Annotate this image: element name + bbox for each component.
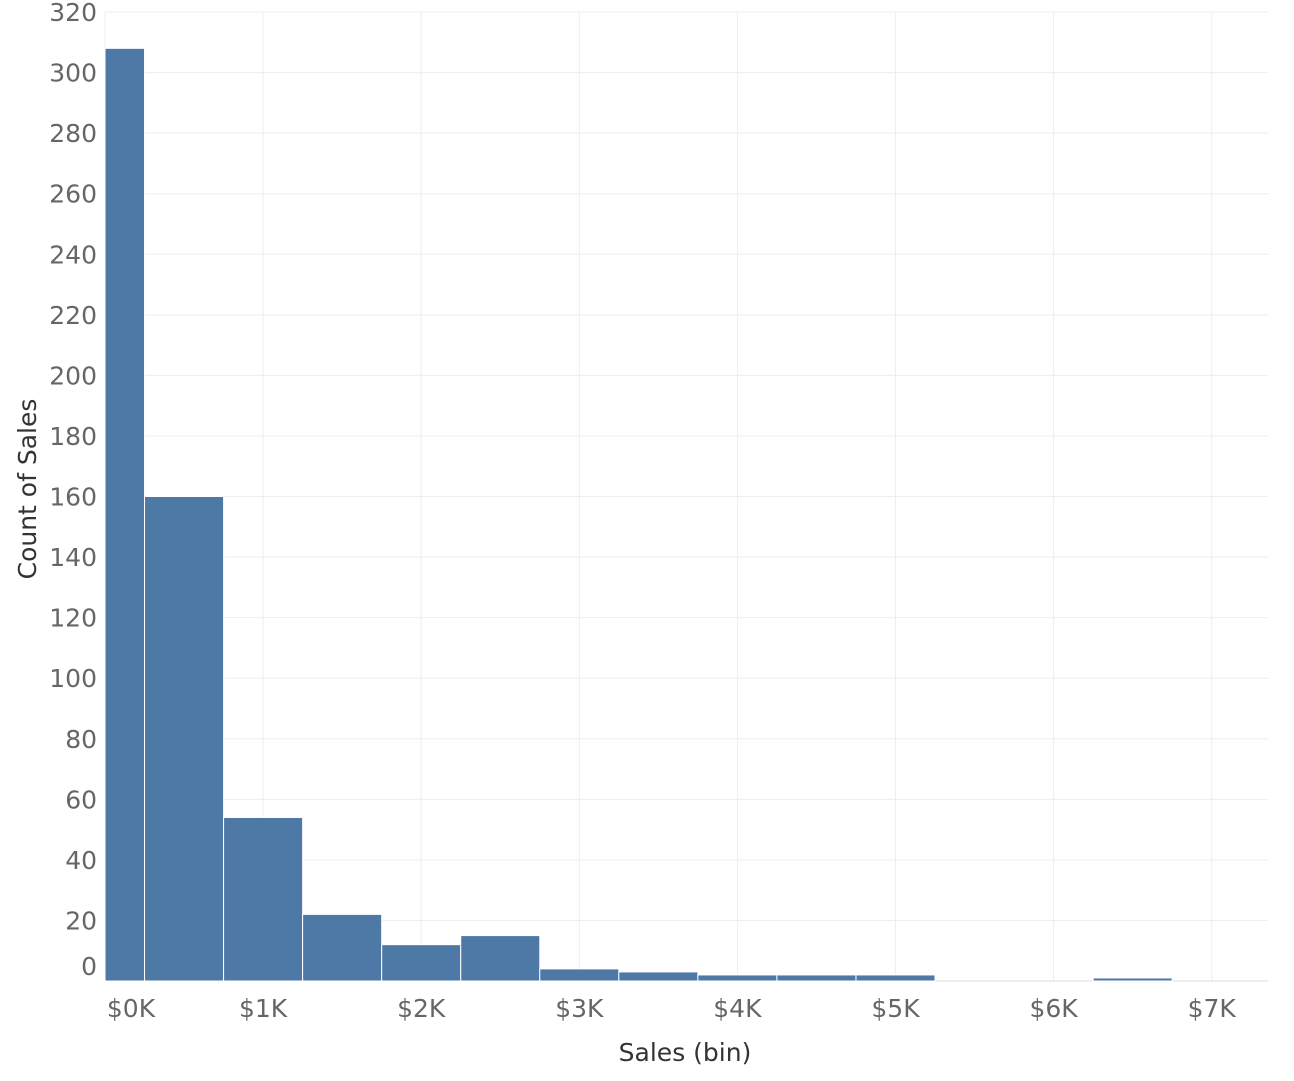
x-tick-label: $1K: [239, 994, 288, 1023]
y-tick-label: 220: [49, 301, 97, 330]
x-tick-label: $7K: [1188, 994, 1237, 1023]
x-axis-title: Sales (bin): [619, 1038, 752, 1067]
histogram-bar: [223, 816, 304, 982]
y-axis-ticks: 0 20 40 60 80 100 120 140 160 180 200 220 240 260 280 3…: [49, 0, 97, 981]
y-tick-label: 320: [49, 0, 97, 27]
y-tick-label: 20: [65, 906, 97, 935]
histogram-bar: [618, 971, 699, 982]
histogram-bar: [855, 974, 936, 982]
y-tick-label: 40: [65, 846, 97, 875]
y-tick-label: 80: [65, 725, 97, 754]
y-tick-label: 0: [81, 952, 97, 981]
histogram-bar: [104, 47, 146, 982]
y-tick-label: 240: [49, 240, 97, 269]
x-tick-label: $4K: [713, 994, 762, 1023]
x-axis-ticks: $0K $1K $2K $3K $4K $5K $6K $7K: [107, 994, 1237, 1023]
x-tick-label: $0K: [107, 994, 156, 1023]
y-tick-label: 100: [49, 664, 97, 693]
histogram-bar: [144, 496, 225, 982]
y-tick-label: 140: [49, 543, 97, 572]
y-tick-label: 160: [49, 483, 97, 512]
y-tick-label: 260: [49, 180, 97, 209]
histogram-bar: [460, 935, 541, 982]
x-tick-label: $6K: [1029, 994, 1078, 1023]
histogram-bar: [302, 913, 383, 982]
x-tick-label: $5K: [871, 994, 920, 1023]
bars: [104, 47, 1173, 982]
histogram-bar: [539, 968, 620, 982]
histogram-bar: [697, 974, 778, 982]
y-tick-label: 280: [49, 119, 97, 148]
y-tick-label: 180: [49, 422, 97, 451]
x-tick-label: $3K: [555, 994, 604, 1023]
histogram-bar: [1092, 977, 1173, 982]
y-tick-label: 300: [49, 59, 97, 88]
y-axis-title: Count of Sales: [13, 399, 42, 580]
histogram-bar: [776, 974, 857, 982]
y-tick-label: 200: [49, 361, 97, 390]
x-tick-label: $2K: [397, 994, 446, 1023]
histogram-bar: [381, 944, 462, 982]
y-tick-label: 60: [65, 785, 97, 814]
y-tick-label: 120: [49, 604, 97, 633]
